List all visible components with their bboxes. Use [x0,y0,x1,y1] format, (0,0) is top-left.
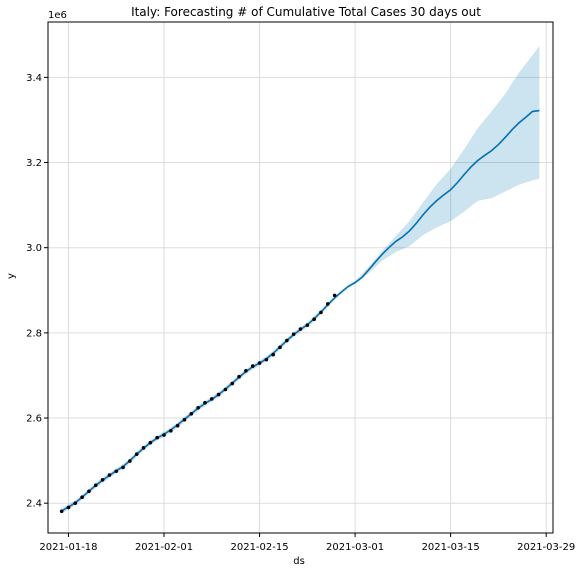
y-tick-label: 3.4 [26,73,42,84]
observed-point [223,387,228,392]
observed-point [196,406,200,410]
x-tick-label: 2021-02-01 [135,542,193,553]
observed-point [278,345,282,350]
observed-point [305,323,310,327]
observed-point [298,327,303,331]
observed-point [271,352,276,357]
x-axis-label: ds [293,556,305,567]
forecast-series-line [61,109,540,512]
observed-point [134,452,139,457]
interval-area [61,45,540,514]
y-tick-label: 3.2 [26,158,42,169]
observed-point [162,433,166,437]
observed-point [93,483,98,488]
observed-point [285,338,289,343]
observed-point [244,368,248,373]
observed-point [80,495,84,500]
observed-point [66,505,71,510]
observed-point [325,302,330,306]
observed-point [141,446,146,450]
x-tick-label: 2021-03-29 [517,542,575,553]
observed-point [216,392,221,397]
chart-title: Italy: Forecasting # of Cumulative Total… [131,5,481,19]
observed-point [291,332,296,336]
observed-point [312,317,316,322]
observed-point [209,397,214,401]
observed-point [237,374,241,379]
y-tick-label: 2.4 [26,499,42,510]
observed-point [230,381,235,386]
observed-point [121,465,125,470]
y-axis-label: y [6,273,17,279]
observed-point [250,364,255,368]
grid-lines [48,22,553,533]
x-tick-label: 2021-03-01 [326,542,384,553]
x-tick-label: 2021-02-15 [230,542,288,553]
observed-point [107,473,112,477]
y-offset-label: 1e6 [48,10,67,21]
observed-point [203,400,207,405]
x-tick-label: 2021-03-15 [422,542,480,553]
observed-point [189,411,194,416]
uncertainty-band [61,45,540,514]
y-tick-label: 2.6 [26,414,42,425]
forecast-line [61,109,540,512]
observed-point [87,489,91,494]
y-tick-label: 3.0 [26,243,42,254]
observed-point [100,477,105,482]
observed-point [257,361,262,365]
observed-point [73,501,78,505]
observed-point [319,310,323,315]
x-tick-label: 2021-01-18 [39,542,97,553]
plot-frame [47,21,554,534]
observed-point [332,293,337,298]
observed-point [182,417,187,422]
observed-point [155,435,159,440]
observed-point [128,459,132,463]
observed-point [59,509,64,514]
observed-point [148,440,153,445]
observed-point [264,357,269,362]
observed-point [169,429,173,433]
y-tick-label: 2.8 [26,328,42,339]
observed-point [175,423,180,428]
axis-ticks: 2021-01-18 2021-02-01 2021-02-15 2021-03-01… [26,73,575,553]
observed-point [114,469,119,474]
observed-points [59,293,337,514]
